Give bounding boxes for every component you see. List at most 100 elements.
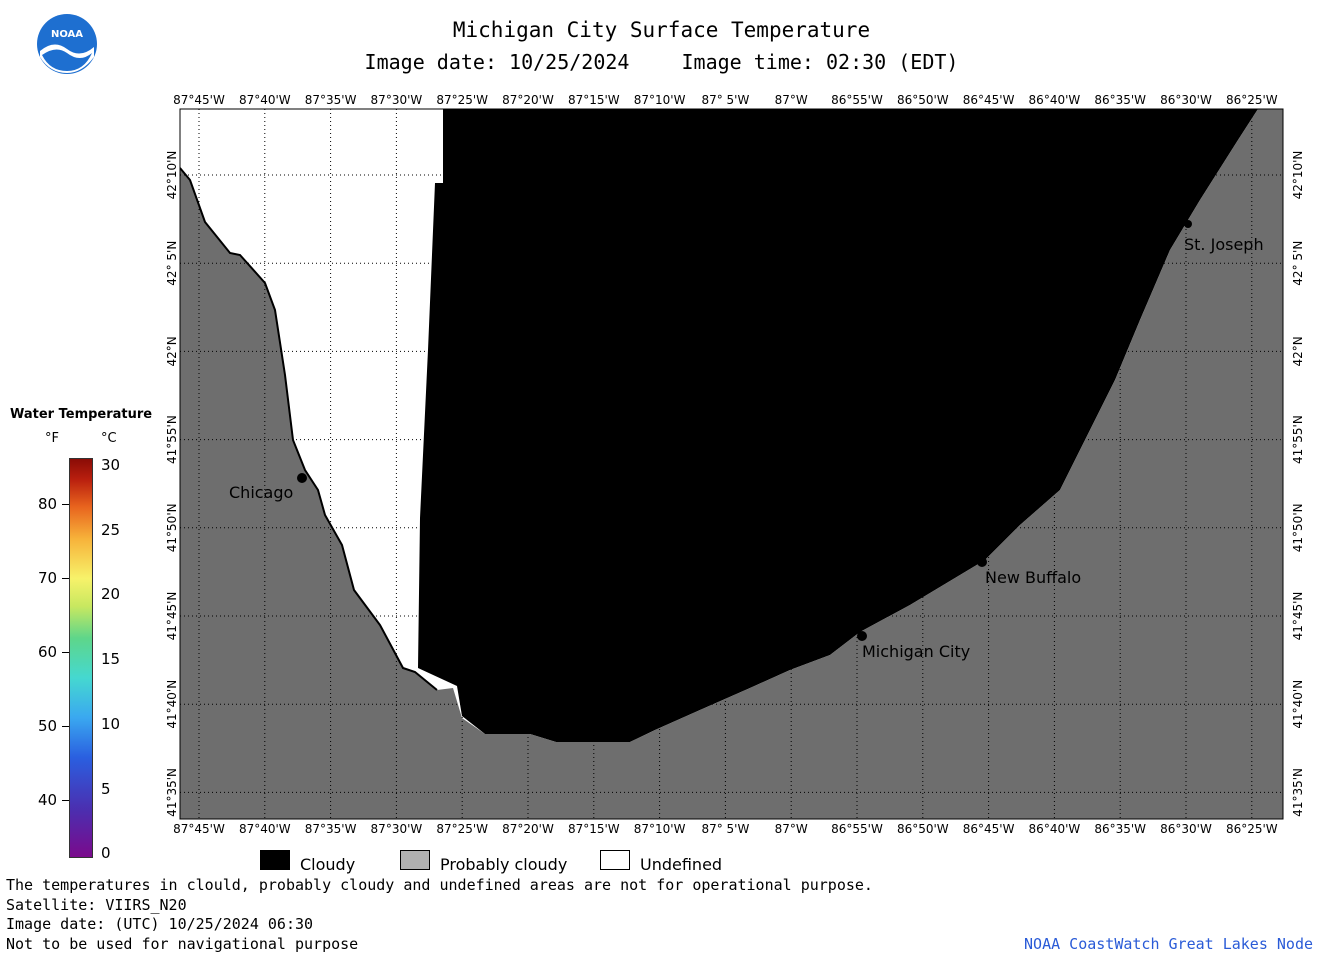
latitude-label: 42° 5'N [165, 241, 179, 286]
latitude-label: 41°35'N [165, 768, 179, 817]
longitude-label: 87°45'W [173, 93, 225, 107]
legend-title: Water Temperature [10, 407, 153, 422]
west-coastline [180, 167, 438, 691]
longitude-label: 86°55'W [831, 93, 883, 107]
longitude-label: 86°55'W [831, 822, 883, 836]
longitude-label: 86°35'W [1094, 822, 1146, 836]
fahrenheit-tick-mark [62, 652, 69, 653]
city-marker-chicago [297, 473, 307, 483]
longitude-label: 87°15'W [568, 93, 620, 107]
city-marker-new-buffalo [977, 557, 987, 567]
city-marker-st-joseph [1184, 220, 1192, 228]
fahrenheit-tick-mark [62, 578, 69, 579]
longitude-label: 87°30'W [371, 93, 423, 107]
latitude-label: 41°35'N [1291, 768, 1305, 817]
latitude-label: 41°50'N [1291, 503, 1305, 552]
fahrenheit-tick-mark [62, 800, 69, 801]
latitude-labels-right: 42°10'N 42° 5'N 42°N 41°55'N 41°50'N 41°45'N 4… [1291, 151, 1305, 817]
longitude-label: 87° 5'W [701, 93, 749, 107]
latitude-label: 42°N [1291, 336, 1305, 366]
celsius-tick: 10 [101, 714, 121, 733]
latitude-label: 41°40'N [1291, 680, 1305, 729]
celsius-tick: 30 [101, 456, 121, 474]
probably-cloudy-label: Probably cloudy [440, 855, 568, 874]
fahrenheit-tick: 50 [38, 717, 58, 735]
cloudy-label: Cloudy [300, 855, 356, 874]
disclaimer-note: The temperatures in clould, probably clo… [6, 876, 873, 894]
cloudy-swatch [260, 850, 290, 870]
longitude-label: 87°40'W [239, 822, 291, 836]
image-date: Image date: 10/25/2024 [364, 50, 630, 74]
fahrenheit-tick: 60 [38, 643, 58, 661]
latitude-label: 42°N [165, 336, 179, 366]
image-datetime: Image date: 10/25/2024 Image time: 02:30… [0, 50, 1323, 74]
logo-text: NOAA [51, 29, 83, 40]
land-west [180, 109, 1283, 819]
noaa-logo-icon: NOAA [37, 14, 97, 74]
longitude-labels-bottom: 87°45'W 87°40'W 87°35'W 87°30'W 87°25'W 87°20… [173, 822, 1278, 836]
undefined-swatch [600, 850, 630, 870]
credit-link[interactable]: NOAA CoastWatch Great Lakes Node [1024, 935, 1313, 953]
latitude-label: 42°10'N [1291, 151, 1305, 200]
page-title: Michigan City Surface Temperature [452, 18, 871, 42]
latitude-label: 42° 5'N [1291, 241, 1305, 286]
latitude-label: 41°50'N [165, 503, 179, 552]
longitude-label: 86°50'W [897, 93, 949, 107]
latitude-label: 41°45'N [165, 592, 179, 641]
longitude-label: 87°W [775, 822, 808, 836]
longitude-label: 87°35'W [305, 822, 357, 836]
longitude-label: 86°25'W [1226, 93, 1278, 107]
city-label-michigan-city: Michigan City [862, 642, 970, 661]
celsius-tick: 15 [101, 650, 121, 669]
longitude-label: 87°20'W [502, 822, 554, 836]
longitude-label: 87°15'W [568, 822, 620, 836]
longitude-label: 87°30'W [371, 822, 423, 836]
satellite-info: Satellite: VIIRS_N20 [6, 896, 187, 914]
city-marker-michigan-city [857, 631, 867, 641]
city-label-chicago: Chicago [229, 483, 293, 502]
celsius-tick: 0 [101, 844, 111, 863]
fahrenheit-tick-mark [62, 726, 69, 727]
longitude-label: 86°30'W [1160, 93, 1212, 107]
unit-fahrenheit: °F [45, 431, 59, 446]
longitude-label: 87°25'W [436, 93, 488, 107]
longitude-label: 86°25'W [1226, 822, 1278, 836]
temperature-colorbar [69, 458, 93, 858]
longitude-label: 87°10'W [634, 93, 686, 107]
longitude-label: 87° 5'W [701, 822, 749, 836]
latitude-label: 41°55'N [1291, 415, 1305, 464]
celsius-tick: 25 [101, 520, 121, 539]
unit-celsius: °C [101, 431, 117, 446]
latitude-label: 42°10'N [165, 151, 179, 200]
longitude-labels-top: 87°45'W 87°40'W 87°35'W 87°30'W 87°25'W 87°20… [173, 93, 1278, 107]
cloud-region [418, 109, 1258, 742]
celsius-tick: 20 [101, 585, 121, 604]
longitude-label: 87°45'W [173, 822, 225, 836]
longitude-label: 86°45'W [963, 822, 1015, 836]
longitude-label: 86°30'W [1160, 822, 1212, 836]
map-frame [179, 108, 1284, 820]
longitude-label: 86°40'W [1029, 822, 1081, 836]
longitude-label: 86°40'W [1029, 93, 1081, 107]
probably-cloudy-swatch [400, 850, 430, 870]
fahrenheit-tick-mark [62, 504, 69, 505]
city-label-new-buffalo: New Buffalo [985, 568, 1081, 587]
longitude-label: 86°45'W [963, 93, 1015, 107]
navigation-warning: Not to be used for navigational purpose [6, 935, 359, 953]
longitude-label: 87°25'W [436, 822, 488, 836]
longitude-label: 87°40'W [239, 93, 291, 107]
longitude-label: 87°W [775, 93, 808, 107]
latitude-label: 41°45'N [1291, 592, 1305, 641]
fahrenheit-tick: 40 [38, 791, 58, 809]
celsius-tick: 5 [101, 779, 111, 798]
latitude-label: 41°40'N [165, 680, 179, 729]
undefined-label: Undefined [640, 855, 723, 874]
utc-date: Image date: (UTC) 10/25/2024 06:30 [6, 915, 314, 933]
latitude-label: 41°55'N [165, 415, 179, 464]
longitude-label: 87°10'W [634, 822, 686, 836]
image-time: Image time: 02:30 (EDT) [681, 50, 959, 74]
longitude-label: 87°20'W [502, 93, 554, 107]
longitude-label: 86°35'W [1094, 93, 1146, 107]
city-label-st-joseph: St. Joseph [1184, 235, 1264, 254]
